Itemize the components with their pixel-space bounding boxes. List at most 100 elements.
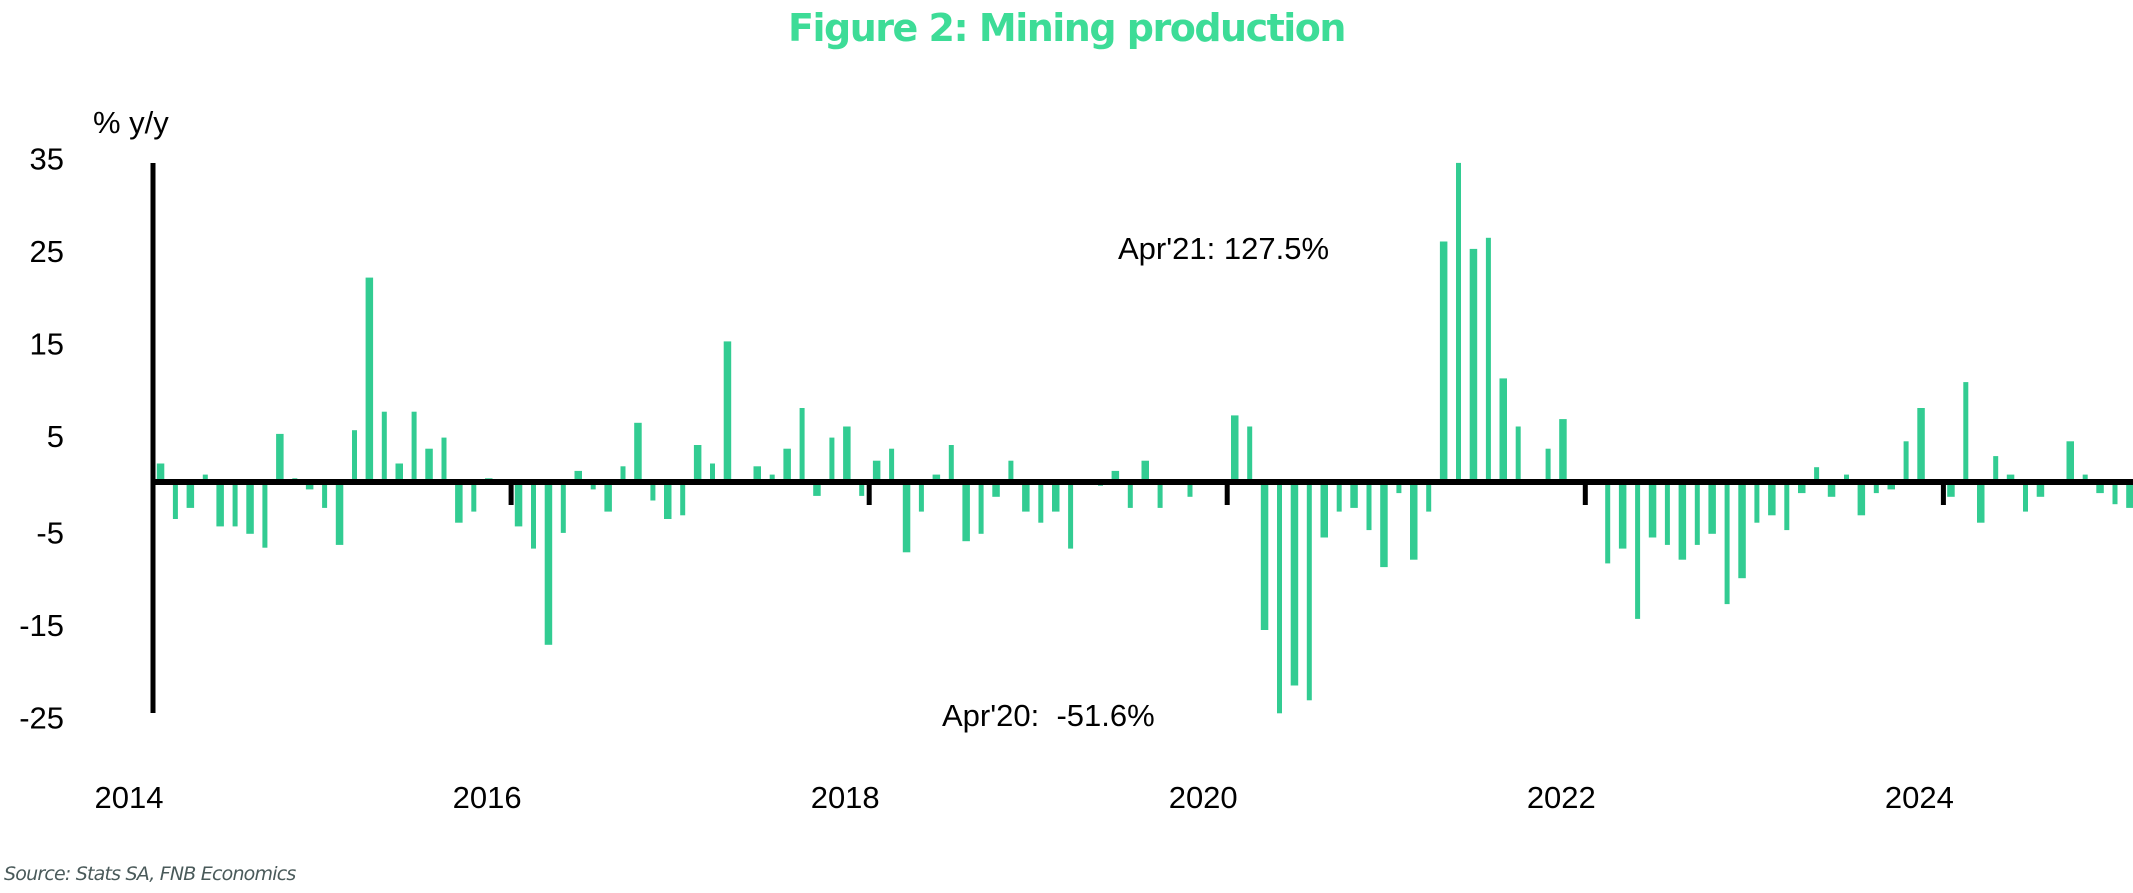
- bar: [1605, 482, 1611, 564]
- bar: [1426, 482, 1432, 512]
- x-tick-label: 2014: [95, 780, 164, 815]
- bar: [620, 466, 626, 482]
- bar: [471, 482, 477, 512]
- bar: [276, 433, 284, 482]
- x-tick-mark: [1582, 482, 1588, 505]
- bar: [246, 482, 254, 534]
- x-tick-mark: [1940, 482, 1946, 505]
- bar: [1768, 482, 1776, 516]
- bar: [232, 482, 238, 527]
- bar: [1410, 482, 1418, 560]
- bar: [769, 474, 775, 482]
- bar: [1141, 460, 1149, 482]
- bar: [799, 408, 805, 482]
- bar: [2082, 474, 2088, 482]
- y-tick-label: 35: [30, 141, 64, 176]
- bar: [1052, 482, 1060, 512]
- bar: [2066, 441, 2074, 482]
- x-tick-label: 2016: [453, 780, 522, 815]
- bar: [992, 482, 1000, 497]
- bar: [978, 482, 984, 534]
- bar: [1738, 482, 1746, 579]
- bars-group: [156, 162, 2133, 714]
- bar: [1260, 482, 1269, 630]
- bar: [441, 437, 447, 482]
- bar: [1844, 474, 1849, 482]
- x-tick-mark: [508, 482, 514, 505]
- bar: [872, 460, 881, 482]
- bar: [1456, 162, 1461, 482]
- bar: [1499, 378, 1507, 482]
- y-axis-line: [150, 163, 156, 713]
- bar: [1515, 426, 1521, 482]
- bar: [1947, 482, 1955, 497]
- bar: [1008, 460, 1014, 482]
- bar: [1485, 237, 1491, 482]
- bar: [1187, 482, 1193, 497]
- bar: [1231, 415, 1239, 482]
- bar: [1022, 482, 1030, 512]
- bar: [216, 482, 224, 527]
- x-tick-label: 2018: [811, 780, 880, 815]
- bar: [1903, 441, 1909, 482]
- bar: [322, 482, 328, 508]
- bar: [1963, 382, 1969, 482]
- y-tick-label: -25: [19, 700, 64, 735]
- bar: [813, 482, 821, 496]
- bar: [634, 422, 642, 482]
- bar: [1439, 241, 1448, 482]
- bar: [560, 482, 566, 533]
- bar: [1993, 456, 1999, 482]
- x-tick-labels: 2014 2016 2018 2020 2022 2024: [95, 780, 1954, 815]
- bar: [590, 482, 596, 490]
- bar: [753, 466, 761, 482]
- bar: [1277, 482, 1282, 714]
- bar: [1559, 419, 1567, 482]
- y-tick-label: 25: [30, 234, 64, 269]
- bar: [1111, 470, 1120, 482]
- x-tick-label: 2020: [1169, 780, 1238, 815]
- bar: [1618, 482, 1627, 549]
- bar: [1873, 482, 1879, 494]
- bar: [2036, 482, 2045, 497]
- bar: [1678, 482, 1687, 560]
- x-tick-mark: [1224, 482, 1230, 505]
- bar: [1350, 482, 1358, 508]
- bar: [1157, 482, 1163, 508]
- x-tick-label: 2022: [1527, 780, 1596, 815]
- bar: [411, 411, 417, 482]
- y-tick-label: 5: [47, 419, 64, 454]
- bar: [1068, 482, 1074, 549]
- bar: [574, 470, 582, 482]
- bar: [335, 482, 344, 545]
- bar: [1798, 482, 1806, 494]
- y-tick-label: -5: [36, 515, 64, 550]
- bar: [723, 341, 732, 482]
- y-axis-label: % y/y: [93, 105, 169, 140]
- bar: [305, 482, 314, 490]
- bar: [1827, 482, 1836, 497]
- bar: [1754, 482, 1760, 523]
- annotation-apr21: Apr'21: 127.5%: [1118, 231, 1329, 266]
- annotation-apr20: Apr'20: -51.6%: [942, 698, 1155, 733]
- chart-title: Figure 2: Mining production: [788, 6, 1346, 50]
- bar: [365, 277, 374, 482]
- bar: [1917, 408, 1925, 482]
- bar: [1320, 482, 1328, 538]
- bar: [514, 482, 523, 527]
- bar: [1290, 482, 1299, 686]
- bar: [2126, 482, 2133, 508]
- bar: [172, 482, 178, 519]
- bar: [1857, 482, 1866, 516]
- bar: [262, 482, 268, 548]
- bar: [1038, 482, 1044, 523]
- bar: [1469, 248, 1478, 482]
- bar: [352, 430, 357, 482]
- axes-group: [150, 163, 2133, 713]
- bar: [829, 437, 835, 482]
- bar: [650, 482, 656, 501]
- x-tick-label: 2024: [1885, 780, 1954, 815]
- source-note: Source: Stats SA, FNB Economics: [4, 863, 296, 885]
- bar: [1635, 482, 1641, 619]
